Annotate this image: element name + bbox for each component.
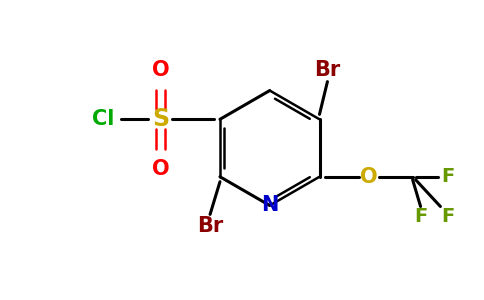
Text: F: F xyxy=(414,207,427,226)
Text: O: O xyxy=(360,167,378,187)
Text: F: F xyxy=(442,167,455,186)
Text: O: O xyxy=(151,60,169,80)
Text: Cl: Cl xyxy=(92,109,114,129)
Text: Br: Br xyxy=(197,216,223,236)
Text: S: S xyxy=(152,107,169,131)
Text: F: F xyxy=(442,207,455,226)
Text: O: O xyxy=(151,159,169,179)
Text: N: N xyxy=(261,196,278,215)
Text: Br: Br xyxy=(314,60,341,80)
